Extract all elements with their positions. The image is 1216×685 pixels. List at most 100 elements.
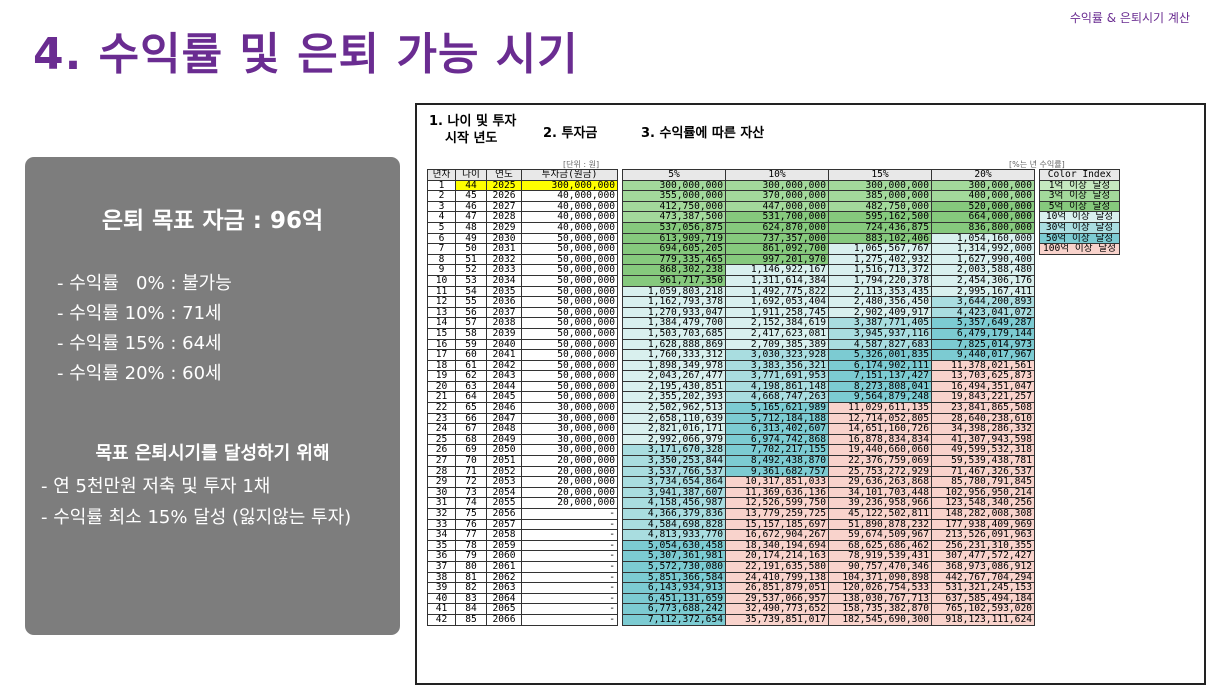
legend-item: 1억 이상 달성	[1039, 179, 1120, 192]
investment-cell: 50,000,000	[521, 264, 618, 276]
year-index-cell: 29	[427, 476, 456, 488]
asset-5pct-cell: 1,270,933,047	[622, 306, 726, 319]
year-index-cell: 25	[427, 433, 456, 446]
asset-15pct-cell: 1,516,713,372	[828, 264, 932, 276]
asset-5pct-cell: 613,909,719	[622, 232, 726, 245]
age-cell: 68	[455, 433, 487, 446]
year-cell: 2062	[486, 571, 522, 584]
asset-10pct-cell: 24,410,799,138	[725, 571, 829, 584]
age-cell: 84	[455, 603, 487, 615]
asset-20pct-cell: 59,539,438,781	[931, 455, 1035, 467]
investment-cell: 50,000,000	[521, 391, 618, 404]
retirement-goal-heading: 은퇴 목표 자금 : 96억	[101, 208, 324, 234]
asset-20pct-cell: 49,599,532,318	[931, 444, 1035, 457]
rate-item: - 수익률 20% : 60세	[57, 363, 222, 384]
asset-20pct-cell: 637,585,494,184	[931, 592, 1035, 605]
section-label: 수익률 & 은퇴시기 계산	[1069, 11, 1190, 25]
investment-cell: 50,000,000	[521, 317, 618, 329]
asset-10pct-cell: 370,000,000	[725, 190, 829, 202]
investment-cell: 30,000,000	[521, 423, 618, 435]
age-cell: 61	[455, 359, 487, 372]
year-cell: 2031	[486, 243, 522, 255]
asset-10pct-cell: 32,490,773,652	[725, 603, 829, 615]
goal-heading: 목표 은퇴시기를 달성하기 위해	[95, 443, 330, 464]
investment-cell: 40,000,000	[521, 200, 618, 213]
asset-15pct-cell: 51,890,878,232	[828, 518, 932, 531]
asset-5pct-cell: 5,307,361,981	[622, 550, 726, 562]
asset-10pct-cell: 4,668,747,263	[725, 391, 829, 404]
asset-15pct-cell: 385,000,000	[828, 190, 932, 202]
age-cell: 45	[455, 190, 487, 202]
investment-cell: 40,000,000	[521, 211, 618, 223]
asset-15pct-cell: 482,750,000	[828, 200, 932, 213]
legend-item: 50억 이상 달성	[1039, 232, 1120, 245]
year-cell: 2026	[486, 190, 522, 202]
year-index-cell: 21	[427, 391, 456, 404]
age-cell: 69	[455, 444, 487, 457]
table-row: 8 51 2032 50,000,000 779,335,465 997,201,970 1…	[427, 253, 1120, 266]
age-cell: 58	[455, 327, 487, 340]
asset-10pct-cell: 1,692,053,404	[725, 296, 829, 308]
asset-5pct-cell: 2,502,962,513	[622, 402, 726, 414]
year-cell: 2029	[486, 221, 522, 234]
asset-10pct-cell: 861,092,700	[725, 243, 829, 255]
age-cell: 75	[455, 508, 487, 520]
asset-15pct-cell: 2,113,353,435	[828, 285, 932, 298]
asset-15pct-cell: 68,625,686,462	[828, 539, 932, 552]
year-index-cell: 15	[427, 327, 456, 340]
investment-cell: 300,000,000	[521, 179, 618, 192]
legend-item: 100억 이상 달성	[1039, 243, 1120, 255]
year-cell: 2059	[486, 539, 522, 552]
table-row: 9 52 2033 50,000,000 868,302,238 1,146,922,16…	[427, 264, 1120, 276]
year-index-cell: 34	[427, 529, 456, 541]
asset-10pct-cell: 3,771,691,953	[725, 370, 829, 382]
investment-cell: 20,000,000	[521, 497, 618, 509]
table-row: 39 82 2063-6,143,934,913 26,851,879,051 120,…	[427, 582, 1120, 594]
table-row: 22 65 2046 30,000,000 2,502,962,513 5,165,621…	[427, 402, 1120, 414]
section2-heading: 2. 투자금	[543, 126, 598, 141]
year-cell: 2052	[486, 465, 522, 478]
year-cell: 2027	[486, 200, 522, 213]
asset-5pct-cell: 868,302,238	[622, 264, 726, 276]
table-row: 5 48 2029 40,000,000 537,056,875 624,870,000 7…	[427, 221, 1120, 234]
age-cell: 54	[455, 285, 487, 298]
age-cell: 63	[455, 380, 487, 393]
asset-20pct-cell: 6,479,179,144	[931, 327, 1035, 340]
asset-20pct-cell: 1,314,992,000	[931, 243, 1035, 255]
age-cell: 46	[455, 200, 487, 213]
asset-10pct-cell: 15,157,185,697	[725, 518, 829, 531]
investment-cell: -	[521, 518, 618, 531]
asset-15pct-cell: 25,753,272,929	[828, 465, 932, 478]
table-row: 31 74 2055 20,000,000 4,158,456,987 12,526,59…	[427, 497, 1120, 509]
year-index-cell: 41	[427, 603, 456, 615]
age-cell: 52	[455, 264, 487, 276]
year-index-cell: 37	[427, 560, 456, 573]
year-index-cell: 19	[427, 370, 456, 382]
year-cell: 2058	[486, 529, 522, 541]
year-cell: 2032	[486, 253, 522, 266]
asset-5pct-cell: 7,112,372,654	[622, 613, 726, 626]
asset-10pct-cell: 1,492,775,822	[725, 285, 829, 298]
table-row: 18 61 2042 50,000,000 1,898,349,978 3,383,356…	[427, 359, 1120, 372]
asset-5pct-cell: 1,059,803,218	[622, 285, 726, 298]
asset-15pct-cell: 120,026,754,533	[828, 582, 932, 594]
asset-20pct-cell: 664,000,000	[931, 211, 1035, 223]
goal-list: - 연 5천만원 저축 및 투자 1채 - 수익률 최소 15% 달성 (잃지않…	[41, 471, 391, 533]
investment-cell: 50,000,000	[521, 274, 618, 287]
year-index-cell: 28	[427, 465, 456, 478]
investment-cell: 40,000,000	[521, 190, 618, 202]
asset-20pct-cell: 765,102,593,020	[931, 603, 1035, 615]
asset-5pct-cell: 473,387,500	[622, 211, 726, 223]
year-cell: 2047	[486, 412, 522, 425]
table-row: 26 69 2050 30,000,000 3,171,670,328 7,702,217…	[427, 444, 1120, 457]
asset-20pct-cell: 41,307,943,598	[931, 433, 1035, 446]
asset-5pct-cell: 537,056,875	[622, 221, 726, 234]
year-index-cell: 38	[427, 571, 456, 584]
asset-10pct-cell: 20,174,214,163	[725, 550, 829, 562]
year-index-cell: 9	[427, 264, 456, 276]
age-cell: 59	[455, 338, 487, 351]
year-index-cell: 35	[427, 539, 456, 552]
table-row: 7 50 2031 50,000,000 694,605,205 861,092,700 1…	[427, 243, 1120, 255]
asset-10pct-cell: 5,165,621,989	[725, 402, 829, 414]
asset-15pct-cell: 29,636,263,868	[828, 476, 932, 488]
